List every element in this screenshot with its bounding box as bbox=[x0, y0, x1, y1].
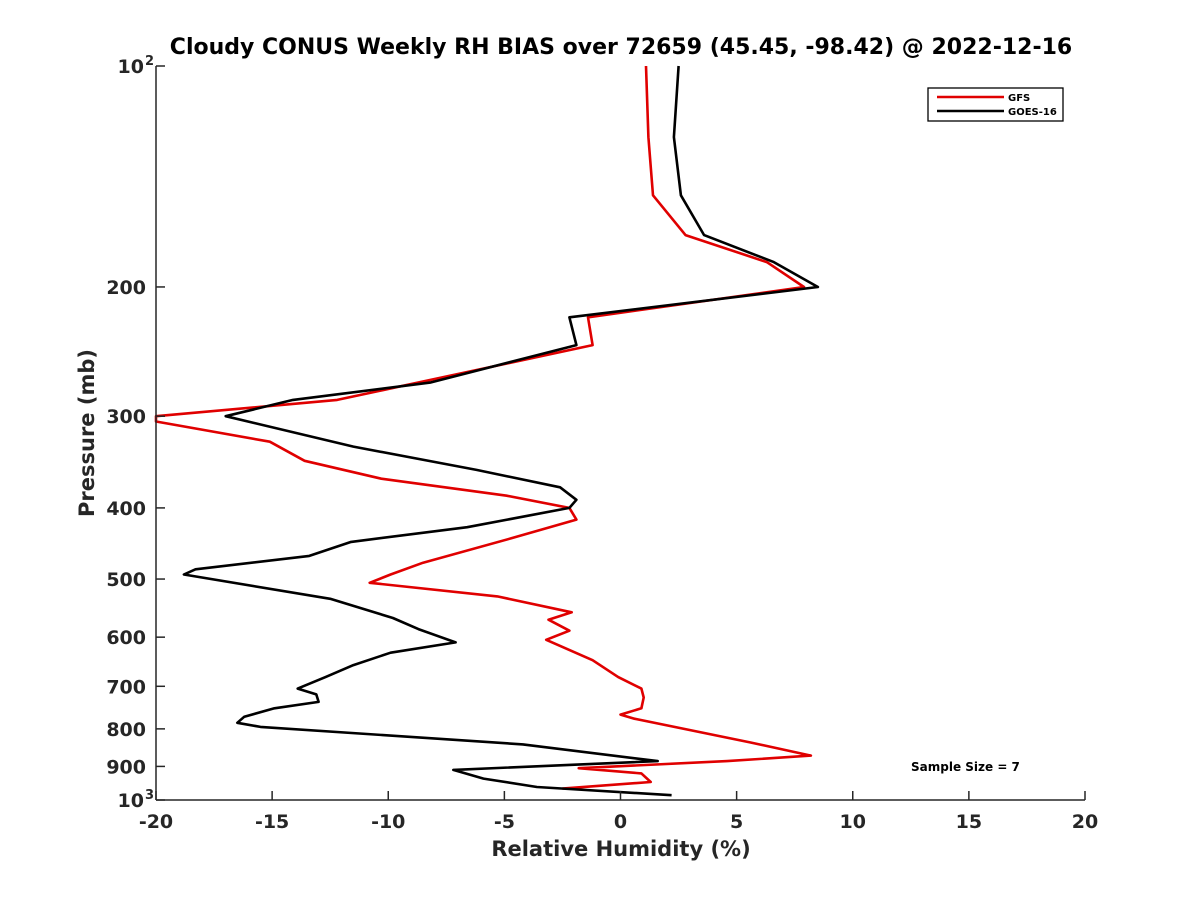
y-tick-label: 200 bbox=[106, 277, 146, 299]
x-tick-label: 5 bbox=[730, 811, 743, 833]
y-tick-exponent: 3 bbox=[145, 788, 154, 803]
x-tick-label: -15 bbox=[255, 811, 289, 833]
series-line-gfs bbox=[154, 65, 813, 790]
x-tick-label: 10 bbox=[840, 811, 866, 833]
x-tick-label: 15 bbox=[956, 811, 982, 833]
legend-label-gfs: GFS bbox=[1008, 93, 1030, 104]
y-tick-label: 800 bbox=[106, 719, 146, 741]
y-tick-label: 500 bbox=[106, 569, 146, 591]
x-tick-label: -5 bbox=[494, 811, 515, 833]
legend-label-goes16: GOES-16 bbox=[1008, 107, 1057, 118]
chart-title: Cloudy CONUS Weekly RH BIAS over 72659 (… bbox=[170, 35, 1072, 60]
y-axis-label: Pressure (mb) bbox=[75, 349, 99, 517]
y-tick-label: 900 bbox=[106, 756, 146, 778]
y-tick-label: 600 bbox=[106, 627, 146, 649]
x-tick-label: -10 bbox=[371, 811, 405, 833]
x-tick-label: 20 bbox=[1072, 811, 1098, 833]
y-tick-label: 10 bbox=[118, 56, 144, 78]
sample-size-annotation: Sample Size = 7 bbox=[911, 760, 1020, 774]
legend-box bbox=[927, 87, 1064, 122]
series-line-goes-16 bbox=[182, 65, 820, 797]
y-tick-label: 400 bbox=[106, 498, 146, 520]
y-tick-label: 700 bbox=[106, 676, 146, 698]
x-tick-label: -20 bbox=[139, 811, 173, 833]
y-tick-label: 300 bbox=[106, 406, 146, 428]
y-tick-exponent: 2 bbox=[145, 54, 154, 69]
y-tick-label: 10 bbox=[118, 790, 144, 812]
legend: GFS GOES-16 bbox=[927, 87, 1064, 122]
x-tick-label: 0 bbox=[614, 811, 627, 833]
x-axis-label: Relative Humidity (%) bbox=[491, 837, 750, 861]
series-layer bbox=[154, 65, 820, 797]
